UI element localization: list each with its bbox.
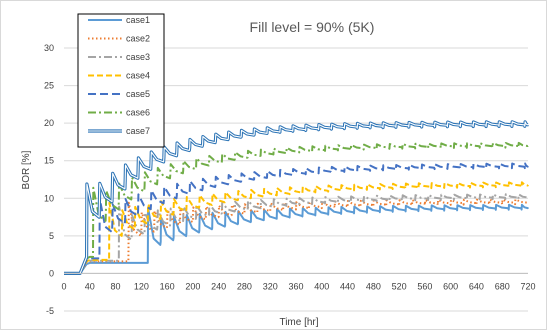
series-line-inner-case7 (64, 121, 529, 274)
x-tick-label: 0 (61, 281, 66, 291)
x-tick-label: 320 (263, 281, 278, 291)
legend-label: case2 (126, 34, 150, 44)
y-tick-label: 10 (44, 193, 54, 203)
x-tick-label: 440 (340, 281, 355, 291)
legend-item-case3: case3 (88, 52, 150, 62)
series-case3 (64, 193, 529, 275)
legend: case1 case2 case3 case4 case5 case6 case7 (77, 13, 165, 148)
legend-label: case4 (126, 71, 150, 81)
legend-label: case7 (126, 126, 150, 136)
y-axis-title: BOR [%] (21, 150, 32, 189)
axis-layer: -5 0 5 10 15 20 25 30 0 40 80 120 160 200 240 280 320 360… (44, 43, 536, 316)
y-tick-label: 15 (44, 156, 54, 166)
chart-title: Fill level = 90% (5K) (250, 19, 375, 35)
y-tick-label: 0 (49, 268, 54, 278)
y-tick-label: -5 (46, 306, 54, 316)
x-tick-label: 400 (314, 281, 329, 291)
legend-label: case3 (126, 52, 150, 62)
x-tick-label: 240 (211, 281, 226, 291)
x-tick-label: 80 (111, 281, 121, 291)
series-layer (64, 120, 530, 275)
x-tick-label: 360 (288, 281, 303, 291)
series-case5 (64, 162, 529, 275)
x-tick-label: 480 (366, 281, 381, 291)
y-tick-label: 20 (44, 118, 54, 128)
series-case6 (64, 141, 529, 275)
legend-item-case2: case2 (88, 34, 150, 44)
x-tick-label: 520 (392, 281, 407, 291)
series-line-case1 (64, 203, 529, 275)
legend-box (77, 13, 165, 148)
x-axis-title: Time [hr] (279, 317, 318, 328)
legend-item-case5: case5 (88, 89, 150, 99)
legend-item-case7: case7 (88, 126, 150, 136)
x-tick-label: 720 (520, 281, 535, 291)
x-tick-label: 200 (185, 281, 200, 291)
y-tick-label: 30 (44, 43, 54, 53)
legend-item-case1: case1 (88, 15, 150, 25)
x-tick-label: 640 (469, 281, 484, 291)
series-line-case5 (64, 162, 529, 275)
series-line-case3 (64, 193, 529, 275)
x-tick-label: 280 (237, 281, 252, 291)
x-tick-label: 120 (134, 281, 149, 291)
x-tick-label: 680 (495, 281, 510, 291)
legend-label: case6 (126, 108, 150, 118)
y-tick-label: 5 (49, 231, 54, 241)
y-tick-label: 25 (44, 81, 54, 91)
x-tick-label: 560 (417, 281, 432, 291)
series-case1 (64, 203, 529, 275)
x-tick-label: 600 (443, 281, 458, 291)
series-case7 (64, 120, 530, 275)
x-tick-label: 40 (85, 281, 95, 291)
legend-label: case5 (126, 89, 150, 99)
series-line-case6 (64, 141, 529, 275)
legend-item-case6: case6 (88, 108, 150, 118)
x-tick-label: 160 (160, 281, 175, 291)
legend-label: case1 (126, 15, 150, 25)
legend-item-case4: case4 (88, 71, 150, 81)
